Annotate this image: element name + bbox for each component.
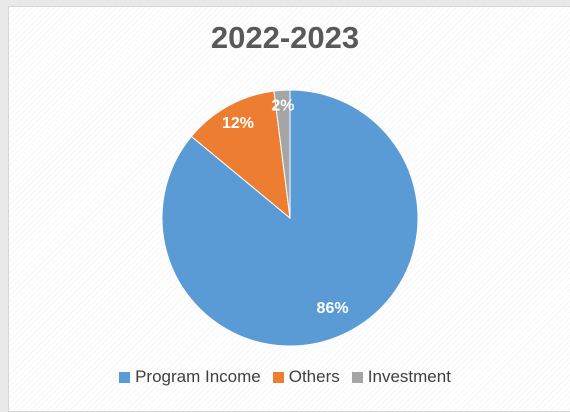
legend-item-investment: Investment [351, 367, 451, 387]
legend-label: Others [288, 367, 340, 386]
pie-slice-others [190, 90, 291, 220]
data-label-others: 12% [222, 115, 254, 132]
chart-title: 2022-2023 [210, 20, 360, 55]
legend-label: Investment [367, 367, 451, 386]
legend-label: Program Income [135, 367, 261, 386]
data-label-program-income: 86% [317, 300, 349, 317]
legend-swatch [272, 371, 284, 383]
legend-item-program-income: Program Income [119, 367, 261, 387]
legend-item-others: Others [272, 367, 340, 387]
data-label-investment: 2% [271, 98, 294, 115]
chart-legend: Program Income Others Investment [0, 367, 570, 387]
legend-swatch [351, 371, 363, 383]
pie-slice-investment [273, 89, 291, 219]
legend-swatch [119, 371, 131, 383]
